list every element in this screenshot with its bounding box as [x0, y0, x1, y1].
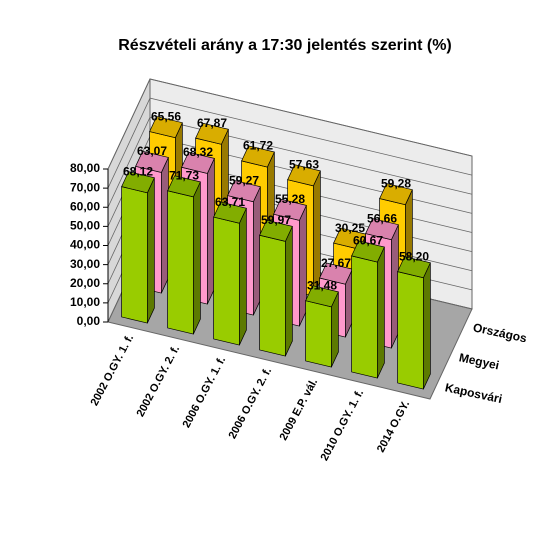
y-tick-label: 10,00 [70, 295, 100, 309]
bar-front [259, 234, 286, 357]
bar-top [213, 201, 247, 224]
bar-side [239, 208, 247, 346]
data-label: 68,12 [123, 164, 153, 178]
bar-side [313, 170, 321, 297]
grid-line [107, 116, 473, 208]
bar-top [121, 171, 155, 194]
data-label: 56,66 [367, 211, 397, 225]
data-label: 57,63 [289, 157, 319, 171]
data-label: 59,97 [261, 213, 291, 227]
bar-front [305, 300, 332, 368]
legend-label: Országos [472, 320, 529, 345]
data-label: 59,27 [229, 173, 259, 187]
bar-side [377, 246, 385, 379]
bar-front [351, 255, 378, 379]
bar-front [167, 190, 194, 335]
x-tick-label: 2006 O.GY. 2. f. [227, 366, 275, 441]
data-label: 67,87 [197, 116, 227, 130]
bar-top [379, 183, 413, 206]
bar-top [305, 285, 339, 308]
bar-top [227, 180, 261, 203]
bar-top [195, 122, 229, 145]
x-tick-label: 2014 O.GY. [375, 399, 412, 455]
y-tick-label: 0,00 [77, 314, 101, 328]
y-tick-label: 20,00 [70, 276, 100, 290]
y-tick-label: 80,00 [70, 161, 100, 175]
bar-front [213, 216, 240, 346]
bar-top [241, 145, 275, 168]
grid-line [107, 78, 473, 170]
bar-front [397, 271, 424, 390]
y-tick-label: 30,00 [70, 257, 100, 271]
bar-side [147, 177, 155, 324]
bar-top [135, 150, 169, 173]
data-label: 68,32 [183, 145, 213, 159]
x-tick-label: 2002 O.GY. 2. f. [135, 344, 183, 419]
bar-front [121, 186, 148, 324]
bar-top [287, 164, 321, 187]
y-tick-label: 60,00 [70, 199, 100, 213]
data-label: 58,20 [399, 249, 429, 263]
grid-line [107, 97, 473, 189]
data-label: 59,28 [381, 176, 411, 190]
data-label: 63,71 [215, 195, 245, 209]
bar-top [149, 116, 183, 139]
x-tick-label: 2002 O.GY. 1. f. [89, 333, 137, 408]
bar-top [181, 151, 215, 174]
bar-side [423, 262, 431, 390]
data-label: 55,28 [275, 192, 305, 206]
bar-top [167, 175, 201, 198]
bar-side [285, 226, 293, 357]
chart-title: Részvételi arány a 17:30 jelentés szerin… [118, 37, 452, 54]
y-tick-label: 70,00 [70, 180, 100, 194]
y-tick-label: 40,00 [70, 238, 100, 252]
bar-top [365, 218, 399, 241]
data-label: 30,25 [335, 221, 365, 235]
data-label: 65,56 [151, 109, 181, 123]
data-label: 27,67 [321, 256, 351, 270]
data-label: 71,73 [169, 168, 199, 182]
bar-top [397, 256, 431, 279]
legend-label: Megyei [458, 350, 501, 372]
bar-top [351, 240, 385, 263]
y-tick-label: 50,00 [70, 219, 100, 233]
bar-side [193, 181, 201, 335]
data-label: 60,67 [353, 234, 383, 248]
x-tick-label: 2006 O.GY. 1. f. [181, 355, 229, 430]
data-label: 63,07 [137, 144, 167, 158]
data-label: 31,48 [307, 278, 337, 292]
x-tick-label: 2010 O.GY. 1. f. [319, 388, 367, 463]
x-tick-label: 2009 E.P. vál. [278, 377, 321, 443]
bar-top [273, 198, 307, 221]
data-label: 61,72 [243, 139, 273, 153]
bar-top [259, 219, 293, 242]
legend-label: Kaposvári [444, 380, 504, 406]
